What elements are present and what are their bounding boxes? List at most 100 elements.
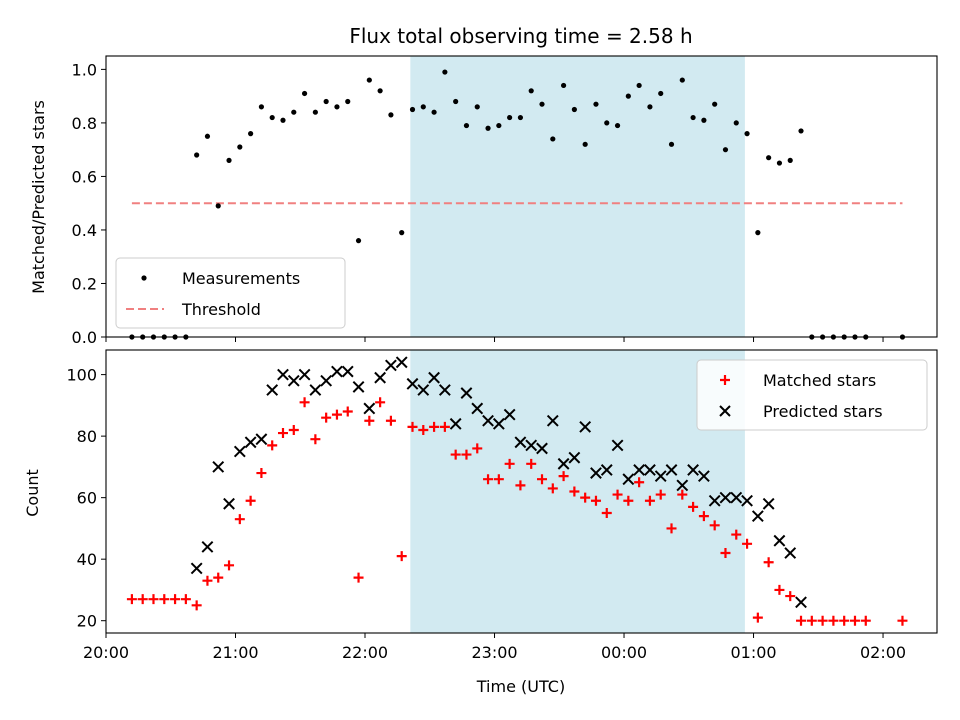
point-p1-s0-40 — [558, 471, 569, 482]
point-p1-s1-53 — [762, 497, 775, 510]
chart-title: Flux total observing time = 2.58 h — [349, 24, 692, 48]
point-p1-s0-69 — [897, 615, 908, 626]
point-p1-s0-3 — [159, 594, 170, 605]
point-p1-s0-14 — [277, 428, 288, 439]
point-p0-s0-8 — [215, 203, 221, 209]
point-p0-s0-31 — [463, 122, 470, 129]
point-p1-s0-61 — [785, 591, 796, 602]
point-p0-s0-16 — [301, 90, 308, 97]
point-p1-s0-2 — [148, 594, 159, 605]
point-p1-s1-35 — [568, 451, 581, 464]
y-tick-label-p0-4: 0.8 — [72, 114, 97, 133]
point-p1-s0-60 — [774, 584, 785, 595]
point-p1-s1-1 — [201, 540, 214, 553]
point-p0-s0-51 — [679, 77, 685, 83]
point-p1-s0-30 — [450, 449, 461, 460]
point-p0-s0-27 — [420, 104, 426, 110]
point-p0-s0-50 — [668, 141, 675, 147]
point-p1-s0-59 — [763, 557, 774, 568]
point-p0-s0-36 — [517, 114, 524, 121]
point-p1-s1-17 — [374, 371, 387, 384]
point-p0-s0-45 — [614, 122, 621, 129]
point-p1-s0-10 — [234, 514, 245, 525]
point-p0-s0-49 — [658, 90, 664, 97]
point-p1-s0-64 — [817, 615, 828, 626]
point-p1-s0-32 — [472, 443, 483, 454]
point-p0-s0-10 — [237, 144, 243, 150]
point-p1-s0-66 — [839, 615, 850, 626]
point-p0-s0-34 — [496, 122, 502, 129]
point-p1-s1-29 — [503, 408, 516, 421]
point-p1-s0-46 — [623, 495, 634, 506]
point-p1-s1-31 — [525, 439, 538, 452]
legend-top: Measurements Threshold — [115, 257, 346, 329]
point-p0-s0-37 — [528, 88, 534, 94]
point-p1-s1-16 — [363, 402, 376, 415]
point-p0-s0-53 — [701, 117, 707, 123]
point-p1-s1-9 — [287, 374, 300, 387]
legend-bottom-label-0: Matched stars — [763, 371, 876, 390]
point-p1-s1-49 — [719, 491, 732, 504]
point-p1-s0-35 — [504, 458, 515, 469]
x-tick-label-6: 02:00 — [860, 643, 906, 662]
point-p1-s1-14 — [341, 365, 354, 378]
point-p0-s0-44 — [604, 120, 610, 126]
point-p0-s0-17 — [312, 109, 318, 115]
point-p1-s1-2 — [212, 460, 225, 473]
point-p0-s0-6 — [194, 152, 200, 158]
point-p1-s1-38 — [600, 464, 613, 476]
point-p1-s0-25 — [396, 551, 407, 562]
point-p1-s0-53 — [698, 511, 709, 522]
point-p1-s1-51 — [741, 494, 753, 507]
point-p1-s0-37 — [526, 458, 537, 469]
point-p0-s0-60 — [776, 160, 783, 166]
point-p0-s0-57 — [744, 131, 750, 137]
point-p1-s1-8 — [277, 368, 289, 381]
point-p1-s1-55 — [784, 547, 797, 559]
point-p0-s0-52 — [690, 114, 696, 121]
point-p1-s0-38 — [537, 474, 548, 485]
legend-top-label-1: Threshold — [181, 300, 261, 319]
point-p0-s0-13 — [269, 114, 275, 121]
point-p0-s0-56 — [733, 120, 739, 126]
point-p0-s0-62 — [798, 128, 804, 134]
point-p1-s0-28 — [429, 421, 440, 432]
point-p1-s0-5 — [180, 594, 191, 605]
y-tick-label-p0-5: 1.0 — [72, 60, 97, 79]
point-p1-s1-13 — [331, 365, 343, 378]
point-p1-s0-12 — [256, 468, 267, 479]
x-tick-label-0: 20:00 — [83, 643, 129, 662]
point-p0-s0-15 — [291, 109, 297, 115]
point-p1-s1-24 — [449, 417, 462, 430]
point-p0-s0-43 — [593, 101, 599, 107]
point-p1-s1-12 — [320, 374, 333, 387]
point-p0-s0-24 — [388, 112, 394, 118]
point-p1-s0-55 — [720, 548, 731, 559]
point-p1-s0-22 — [364, 415, 375, 426]
point-p0-s0-55 — [722, 147, 729, 153]
point-p0-s0-47 — [636, 82, 642, 89]
point-p0-s0-39 — [550, 136, 556, 142]
point-p1-s0-62 — [796, 615, 807, 626]
point-p1-s1-30 — [514, 436, 527, 449]
point-p1-s1-19 — [395, 356, 408, 369]
y-tick-label-p1-4: 100 — [66, 366, 97, 385]
legend-bottom-key-0 — [720, 375, 730, 385]
point-p1-s0-65 — [828, 615, 839, 626]
point-p1-s1-48 — [708, 494, 721, 507]
point-p1-s0-58 — [752, 612, 763, 623]
point-p1-s1-40 — [622, 473, 635, 486]
point-p0-s0-7 — [204, 133, 211, 139]
point-p1-s0-6 — [191, 600, 202, 611]
point-p1-s0-56 — [731, 529, 742, 540]
axes-frame-0 — [105, 55, 938, 338]
y-tick-label-p0-1: 0.2 — [72, 274, 97, 293]
legend-bottom-key-1 — [719, 405, 731, 417]
point-p1-s1-26 — [471, 402, 484, 415]
point-p1-s1-50 — [730, 491, 743, 504]
point-p1-s0-0 — [126, 594, 137, 605]
y-tick-label-p0-2: 0.4 — [72, 221, 97, 240]
point-p0-s0-18 — [323, 98, 329, 105]
point-p0-s0-19 — [334, 104, 340, 110]
